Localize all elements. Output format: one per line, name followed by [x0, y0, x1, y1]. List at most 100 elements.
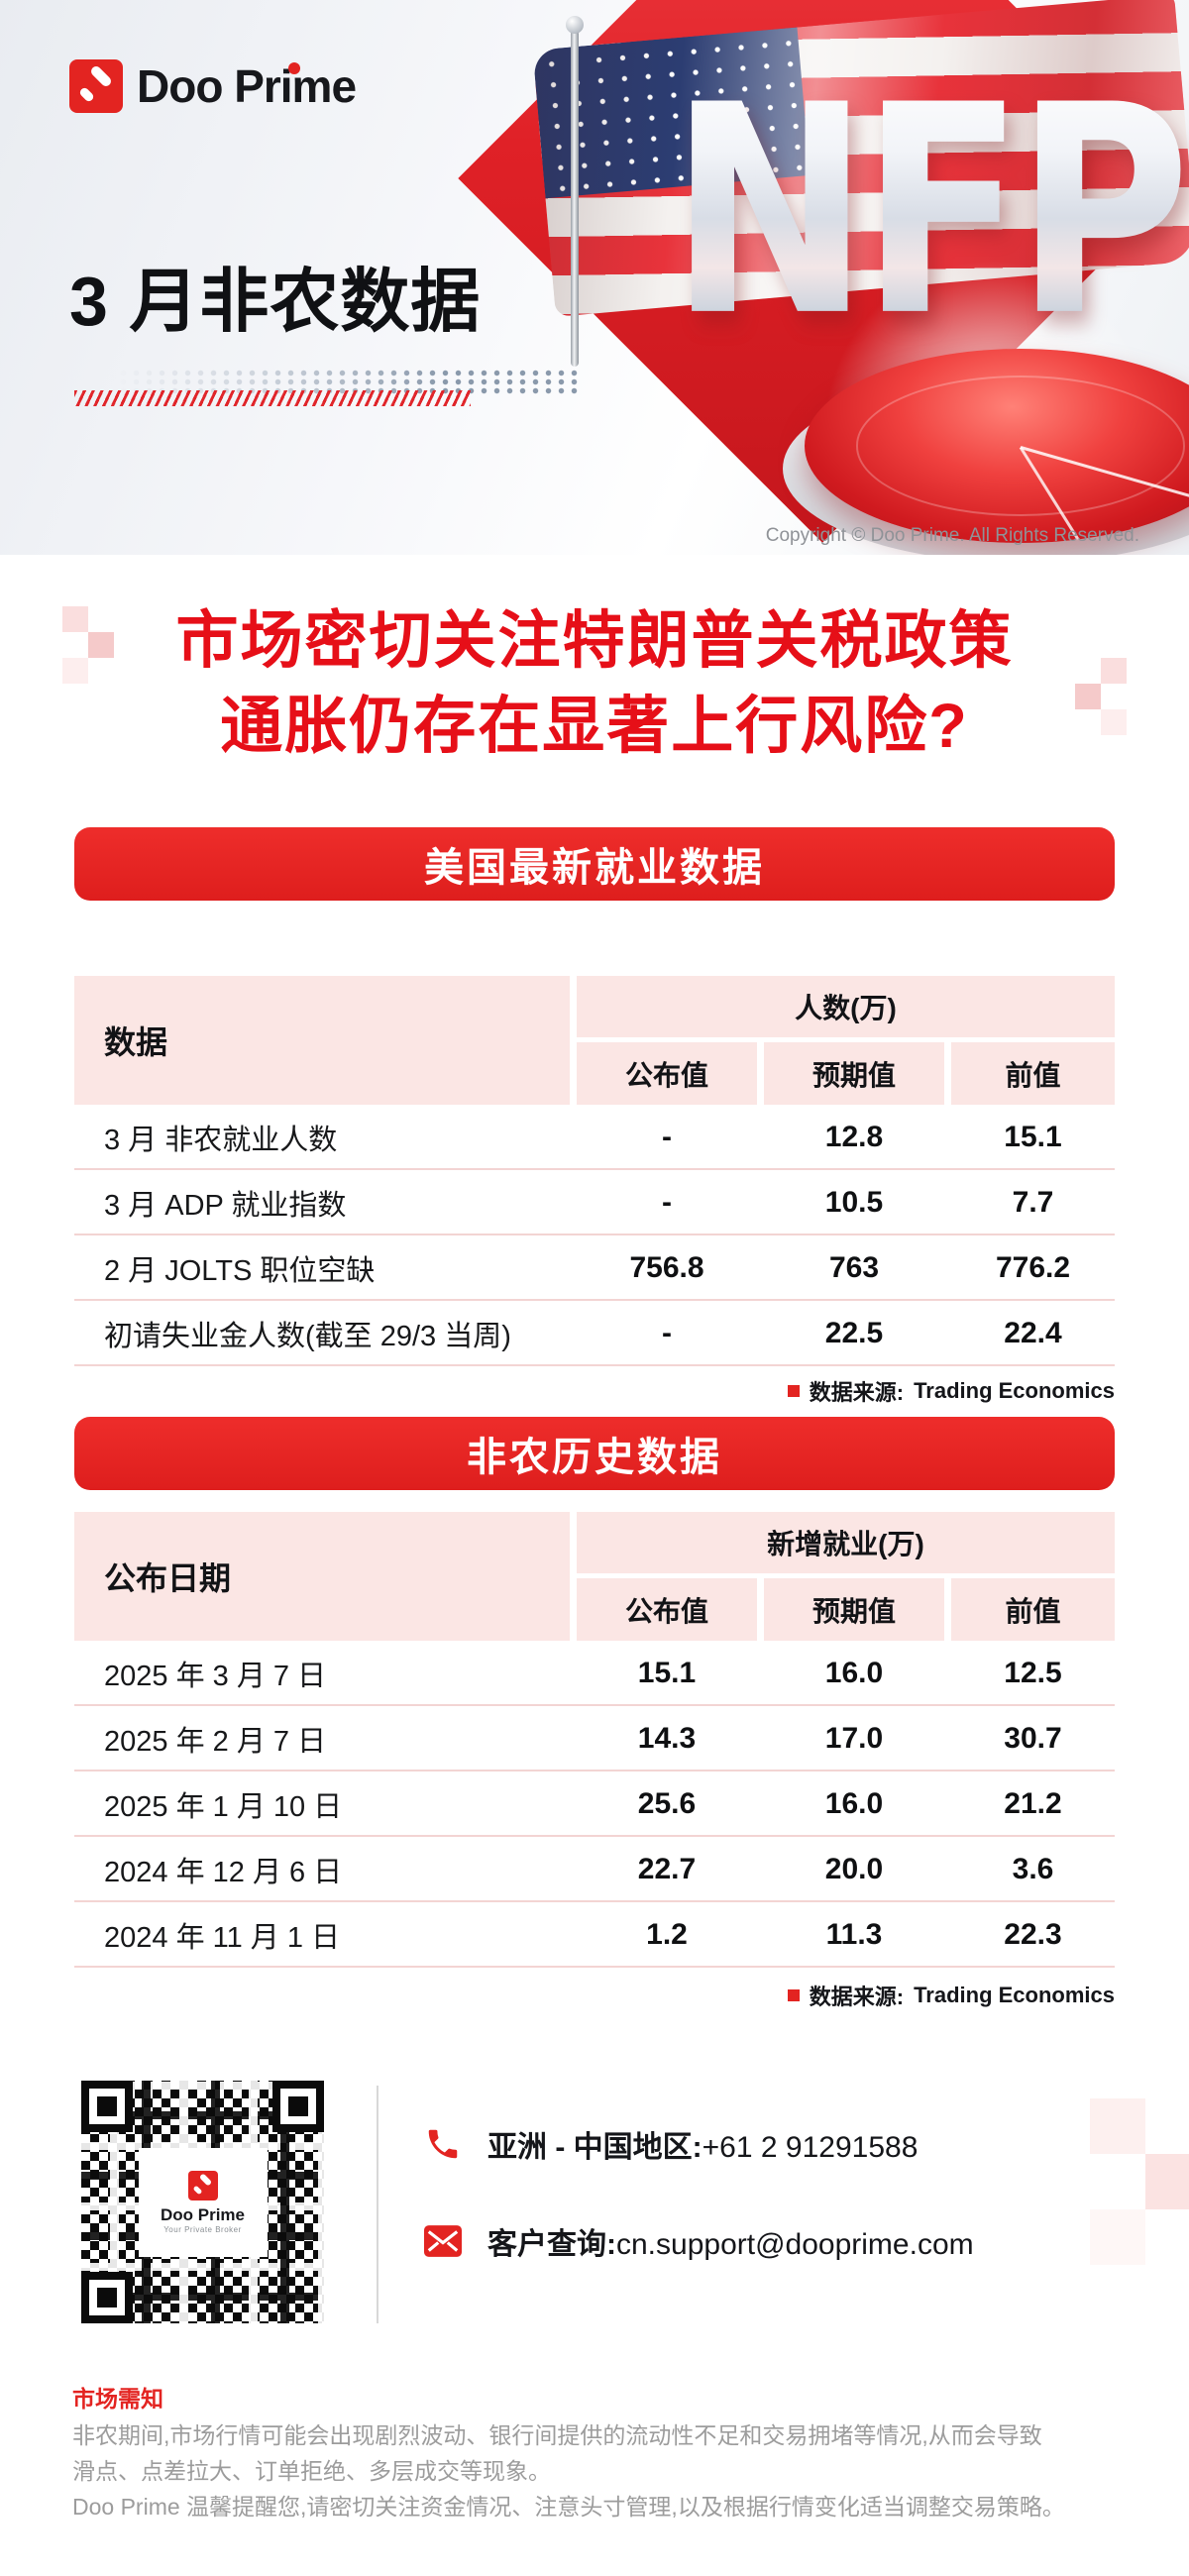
table-row: 3 月 非农就业人数 - 12.8 15.1 — [74, 1105, 1115, 1170]
row-value-expected: 12.8 — [824, 1121, 884, 1153]
row-value-published: 22.7 — [637, 1853, 697, 1885]
headline-line-2: 通胀仍存在显著上行风险? — [220, 692, 969, 761]
pink-square-decoration — [1090, 2209, 1145, 2265]
table2-col-header-published: 公布值 — [577, 1578, 757, 1641]
row-value-previous: 12.5 — [1004, 1657, 1062, 1689]
pink-square-decoration — [88, 632, 114, 658]
row-value-previous: 22.3 — [1004, 1918, 1062, 1951]
table1-col-header-published: 公布值 — [577, 1042, 757, 1105]
nfp-history-table: 公布日期 新增就业(万) 公布值 预期值 前值 2025 年 3 月 7 日 1… — [74, 1512, 1115, 1973]
table2-col-header-previous: 前值 — [951, 1578, 1115, 1641]
phone-number[interactable]: 亚洲 - 中国地区:+61 2 91291588 — [487, 2122, 918, 2166]
row-label: 2 月 JOLTS 职位空缺 — [104, 1255, 376, 1287]
qr-finder-bottom-left — [81, 2272, 133, 2323]
row-label: 2025 年 1 月 10 日 — [104, 1791, 343, 1823]
doo-prime-logo: Doo Prime — [69, 59, 357, 113]
disclaimer-line-1: 非农期间,市场行情可能会出现剧烈波动、银行间提供的流动性不足和交易拥堵等情况,从… — [72, 2422, 1042, 2448]
source-label: 数据来源: — [809, 1380, 905, 1405]
source-bullet-icon — [787, 1989, 800, 2001]
row-value-expected: 16.0 — [824, 1657, 884, 1689]
phone-icon — [428, 2129, 458, 2159]
row-value-expected: 20.0 — [824, 1853, 884, 1885]
email-contact-row: 客户查询:cn.support@dooprime.com — [424, 2219, 974, 2263]
row-label: 3 月 ADP 就业指数 — [104, 1190, 347, 1222]
row-value-expected: 11.3 — [825, 1918, 883, 1951]
row-separator — [74, 1835, 1115, 1837]
table2-col-header-expected: 预期值 — [764, 1578, 944, 1641]
doo-prime-logo-icon — [187, 2170, 218, 2200]
phone-value: +61 2 91291588 — [702, 2131, 919, 2164]
podium-ring — [856, 376, 1185, 516]
table-row: 2 月 JOLTS 职位空缺 756.8 763 776.2 — [74, 1235, 1115, 1301]
envelope-icon — [424, 2225, 462, 2257]
row-value-previous: 15.1 — [1004, 1121, 1062, 1153]
table-row: 3 月 ADP 就业指数 - 10.5 7.7 — [74, 1170, 1115, 1235]
row-value-expected: 763 — [828, 1251, 880, 1284]
section-banner-nfp-history: 非农历史数据 — [74, 1417, 1115, 1490]
table-row: 2024 年 12 月 6 日 22.7 20.0 3.6 — [74, 1837, 1115, 1902]
qr-logo-tagline: Your Private Broker — [163, 2224, 242, 2234]
row-value-published: - — [662, 1317, 672, 1349]
row-value-published: 1.2 — [646, 1918, 688, 1951]
row-separator — [74, 1234, 1115, 1235]
row-separator — [74, 1770, 1115, 1771]
qr-center-logo: Doo Prime Your Private Broker — [138, 2147, 268, 2257]
table-row: 2025 年 2 月 7 日 14.3 17.0 30.7 — [74, 1706, 1115, 1771]
table-row: 2025 年 3 月 7 日 15.1 16.0 12.5 — [74, 1641, 1115, 1706]
source-bullet-icon — [787, 1385, 800, 1397]
row-label: 2025 年 3 月 7 日 — [104, 1661, 327, 1692]
support-email[interactable]: 客户查询:cn.support@dooprime.com — [487, 2219, 974, 2263]
table1-key-header: 数据 — [74, 976, 570, 1105]
table-row: 初请失业金人数(截至 29/3 当周) - 22.5 22.4 — [74, 1301, 1115, 1366]
row-label: 2025 年 2 月 7 日 — [104, 1726, 327, 1758]
row-value-published: - — [662, 1186, 672, 1219]
table-row: 2024 年 11 月 1 日 1.2 11.3 22.3 — [74, 1902, 1115, 1968]
data-source-note: 数据来源: Trading Economics — [787, 1375, 1115, 1407]
qr-code[interactable]: Doo Prime Your Private Broker — [81, 2081, 324, 2323]
flagpole-finial — [566, 16, 584, 34]
contact-divider — [377, 2086, 378, 2323]
row-separator — [74, 1168, 1115, 1170]
row-value-previous: 30.7 — [1004, 1722, 1062, 1755]
headline-line-1: 市场密切关注特朗普关税政策 — [175, 606, 1014, 676]
qr-finder-top-left — [81, 2081, 133, 2132]
row-value-published: 15.1 — [637, 1657, 697, 1689]
red-pie-podium — [805, 349, 1189, 543]
pink-square-decoration — [1090, 2098, 1145, 2154]
row-value-published: 756.8 — [629, 1251, 704, 1284]
row-value-expected: 16.0 — [824, 1787, 884, 1820]
pink-square-decoration — [62, 658, 88, 684]
table1-col-header-previous: 前值 — [951, 1042, 1115, 1105]
headline: 市场密切关注特朗普关税政策 通胀仍存在显著上行风险? — [0, 598, 1189, 769]
disclaimer-line-3: Doo Prime 温馨提醒您,请密切关注资金情况、注意头寸管理,以及根据行情变… — [72, 2494, 1065, 2520]
dots-decoration — [117, 369, 581, 394]
row-label: 初请失业金人数(截至 29/3 当周) — [104, 1321, 511, 1352]
disclaimer-title: 市场需知 — [72, 2386, 163, 2412]
table1-col-header-expected: 预期值 — [764, 1042, 944, 1105]
pink-square-decoration — [1145, 2154, 1189, 2209]
table1-group-header: 人数(万) — [577, 976, 1115, 1037]
row-value-previous: 7.7 — [1012, 1186, 1054, 1219]
pink-square-decoration — [1101, 658, 1127, 684]
qr-logo-text: Doo Prime — [160, 2204, 246, 2224]
nfp-3d-text: NFP — [670, 44, 1189, 380]
source-label: 数据来源: — [809, 1985, 905, 2009]
flagpole — [571, 30, 579, 367]
disclaimer-body: 非农期间,市场行情可能会出现剧烈波动、银行间提供的流动性不足和交易拥堵等情况,从… — [72, 2417, 1137, 2524]
row-value-published: - — [662, 1121, 672, 1153]
row-value-published: 25.6 — [637, 1787, 697, 1820]
row-value-expected: 17.0 — [824, 1722, 884, 1755]
table-row: 2025 年 1 月 10 日 25.6 16.0 21.2 — [74, 1771, 1115, 1837]
hatch-decoration — [74, 390, 471, 406]
row-value-previous: 22.4 — [1004, 1317, 1062, 1349]
latest-employment-table: 数据 人数(万) 公布值 预期值 前值 3 月 非农就业人数 - 12.8 15… — [74, 976, 1115, 1372]
row-separator — [74, 1900, 1115, 1902]
table2-key-header: 公布日期 — [74, 1512, 570, 1641]
doo-prime-logo-text: Doo Prime — [137, 60, 357, 112]
row-separator — [74, 1704, 1115, 1706]
source-value: Trading Economics — [914, 1378, 1115, 1403]
table2-group-header: 新增就业(万) — [577, 1512, 1115, 1573]
data-source-note: 数据来源: Trading Economics — [787, 1980, 1115, 2011]
page-title: 3 月非农数据 — [69, 263, 482, 340]
